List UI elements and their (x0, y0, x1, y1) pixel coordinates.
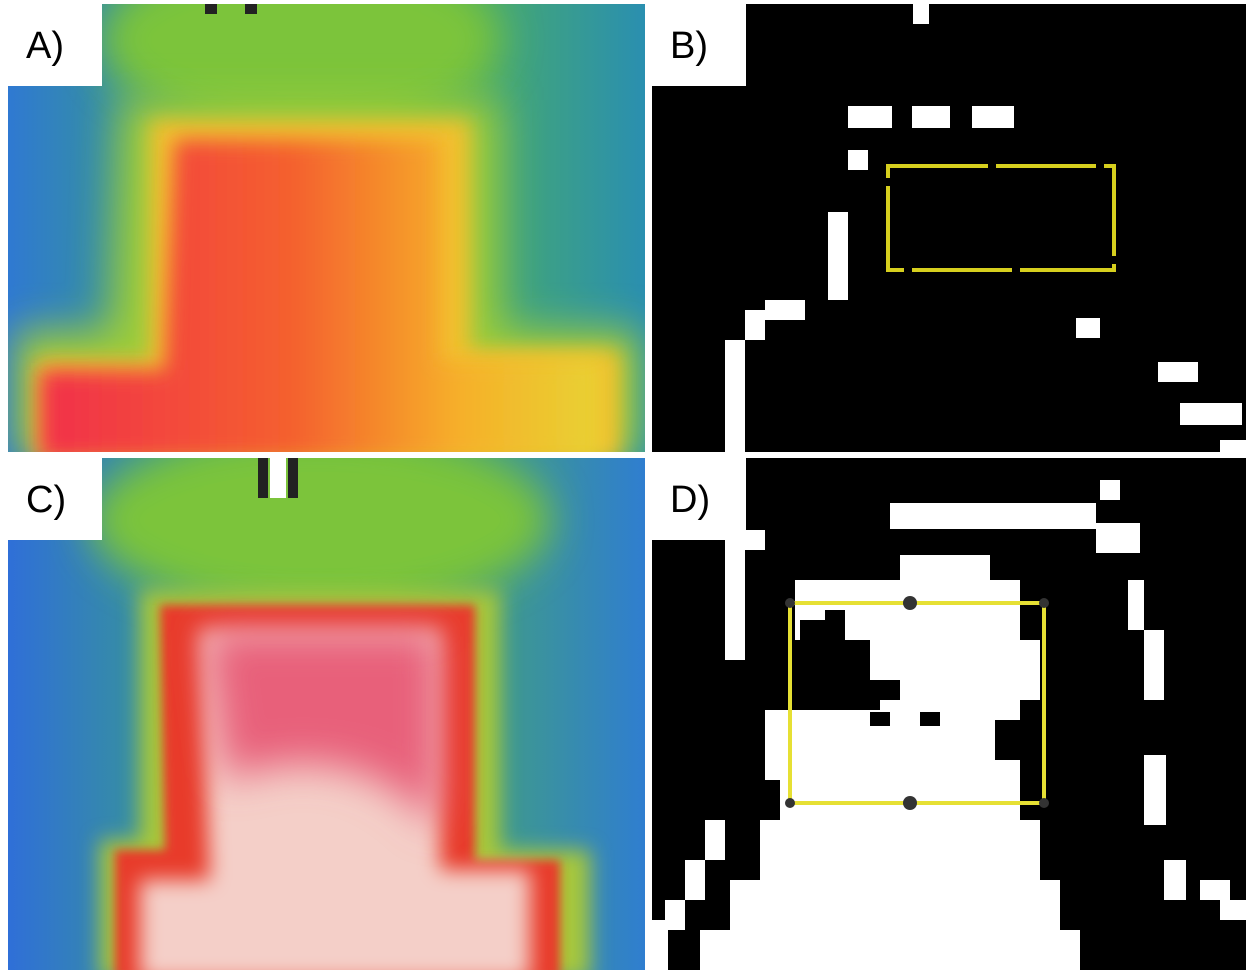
panel-label: C) (26, 479, 66, 521)
marker (205, 0, 217, 14)
marker (270, 458, 286, 498)
warm-region (90, 430, 550, 610)
panel-label: D) (670, 479, 710, 521)
panel-c (8, 430, 645, 974)
figure: A) B) C) D) (0, 0, 1246, 974)
marker (258, 458, 268, 498)
panel-label: A) (26, 25, 64, 67)
marker (245, 0, 257, 14)
marker (288, 458, 298, 498)
panel-label: B) (670, 25, 708, 67)
panel-a (8, 0, 645, 460)
page: A) B) C) D) (() => { const data = JSON.p… (0, 0, 1246, 974)
